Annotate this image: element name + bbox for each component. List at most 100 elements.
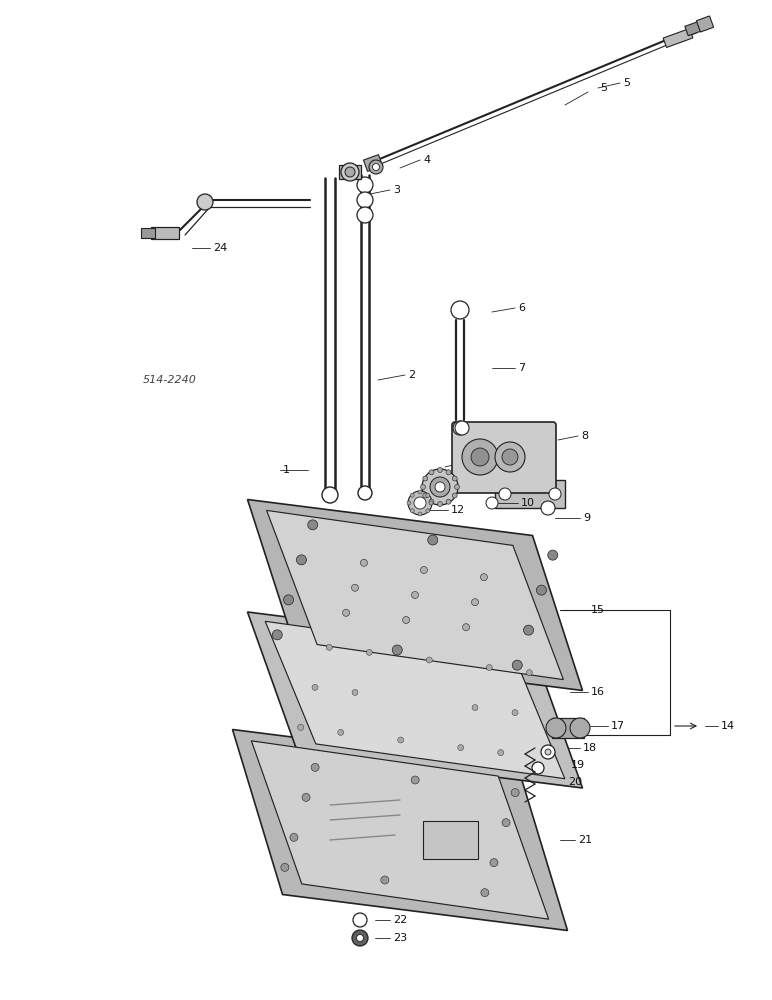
Text: 2: 2 — [408, 370, 415, 380]
Circle shape — [414, 497, 426, 509]
Circle shape — [298, 724, 303, 730]
Circle shape — [472, 705, 478, 711]
Circle shape — [281, 863, 289, 871]
Circle shape — [381, 876, 389, 884]
Circle shape — [422, 469, 458, 505]
Text: 24: 24 — [213, 243, 227, 253]
Circle shape — [411, 776, 419, 784]
Polygon shape — [232, 730, 567, 930]
Text: 4: 4 — [423, 155, 430, 165]
Bar — [364, 155, 383, 171]
Text: 17: 17 — [611, 721, 625, 731]
Text: 22: 22 — [393, 915, 408, 925]
Circle shape — [402, 616, 410, 624]
Circle shape — [537, 585, 547, 595]
Circle shape — [480, 574, 487, 581]
Circle shape — [455, 421, 469, 435]
Circle shape — [549, 488, 561, 500]
Circle shape — [452, 476, 457, 481]
Circle shape — [351, 584, 358, 591]
Circle shape — [343, 609, 350, 616]
Circle shape — [541, 501, 555, 515]
Circle shape — [353, 913, 367, 927]
Circle shape — [358, 486, 372, 500]
Text: 13: 13 — [398, 530, 412, 540]
Text: 12: 12 — [451, 505, 465, 515]
Circle shape — [462, 439, 498, 475]
Circle shape — [570, 718, 590, 738]
Text: 11: 11 — [468, 457, 482, 467]
Circle shape — [462, 624, 469, 631]
Circle shape — [373, 163, 380, 170]
Circle shape — [486, 665, 493, 671]
Circle shape — [408, 491, 432, 515]
Bar — [696, 16, 713, 32]
Circle shape — [451, 301, 469, 319]
Circle shape — [392, 645, 402, 655]
Circle shape — [337, 729, 344, 735]
Circle shape — [502, 449, 518, 465]
Circle shape — [513, 660, 523, 670]
Text: 10: 10 — [521, 498, 535, 508]
Circle shape — [421, 566, 428, 574]
Circle shape — [541, 745, 555, 759]
Circle shape — [411, 591, 418, 598]
Circle shape — [426, 493, 430, 497]
FancyBboxPatch shape — [452, 422, 556, 493]
Circle shape — [410, 509, 415, 513]
Circle shape — [283, 595, 293, 605]
Circle shape — [438, 468, 442, 473]
Text: 16: 16 — [591, 687, 605, 697]
Circle shape — [423, 476, 428, 481]
Circle shape — [290, 833, 298, 841]
Text: 21: 21 — [578, 835, 592, 845]
Circle shape — [490, 859, 498, 867]
Bar — [151, 227, 179, 239]
Circle shape — [345, 167, 355, 177]
Circle shape — [512, 710, 518, 716]
Circle shape — [452, 493, 457, 498]
Text: 14: 14 — [721, 721, 735, 731]
Circle shape — [481, 889, 489, 897]
Text: 3: 3 — [393, 185, 400, 195]
Circle shape — [446, 470, 451, 475]
Text: 18: 18 — [583, 743, 597, 753]
Text: 5: 5 — [600, 83, 607, 93]
Circle shape — [418, 512, 422, 516]
Circle shape — [311, 763, 319, 771]
Circle shape — [428, 535, 438, 545]
Circle shape — [430, 477, 450, 497]
Circle shape — [455, 485, 459, 489]
Circle shape — [421, 485, 425, 489]
Text: 8: 8 — [581, 431, 588, 441]
Circle shape — [546, 718, 566, 738]
Circle shape — [352, 689, 358, 695]
Circle shape — [352, 930, 368, 946]
Circle shape — [327, 644, 332, 650]
Circle shape — [418, 490, 422, 494]
Polygon shape — [266, 510, 564, 680]
Circle shape — [361, 559, 367, 566]
Circle shape — [498, 750, 503, 756]
Polygon shape — [248, 499, 583, 690]
Circle shape — [273, 630, 283, 640]
Circle shape — [426, 509, 430, 513]
Circle shape — [499, 488, 511, 500]
Circle shape — [435, 482, 445, 492]
Text: 7: 7 — [518, 363, 525, 373]
Text: 6: 6 — [518, 303, 525, 313]
Bar — [663, 29, 692, 47]
Bar — [339, 165, 361, 179]
Bar — [141, 228, 155, 238]
Text: 20: 20 — [568, 777, 582, 787]
Circle shape — [502, 819, 510, 827]
Circle shape — [471, 448, 489, 466]
Circle shape — [545, 749, 551, 755]
Circle shape — [312, 684, 318, 690]
Text: 15: 15 — [591, 605, 605, 615]
Circle shape — [322, 487, 338, 503]
Text: 5: 5 — [623, 78, 630, 88]
Circle shape — [429, 470, 434, 475]
Text: 514-2240: 514-2240 — [143, 375, 197, 385]
Circle shape — [423, 493, 428, 498]
